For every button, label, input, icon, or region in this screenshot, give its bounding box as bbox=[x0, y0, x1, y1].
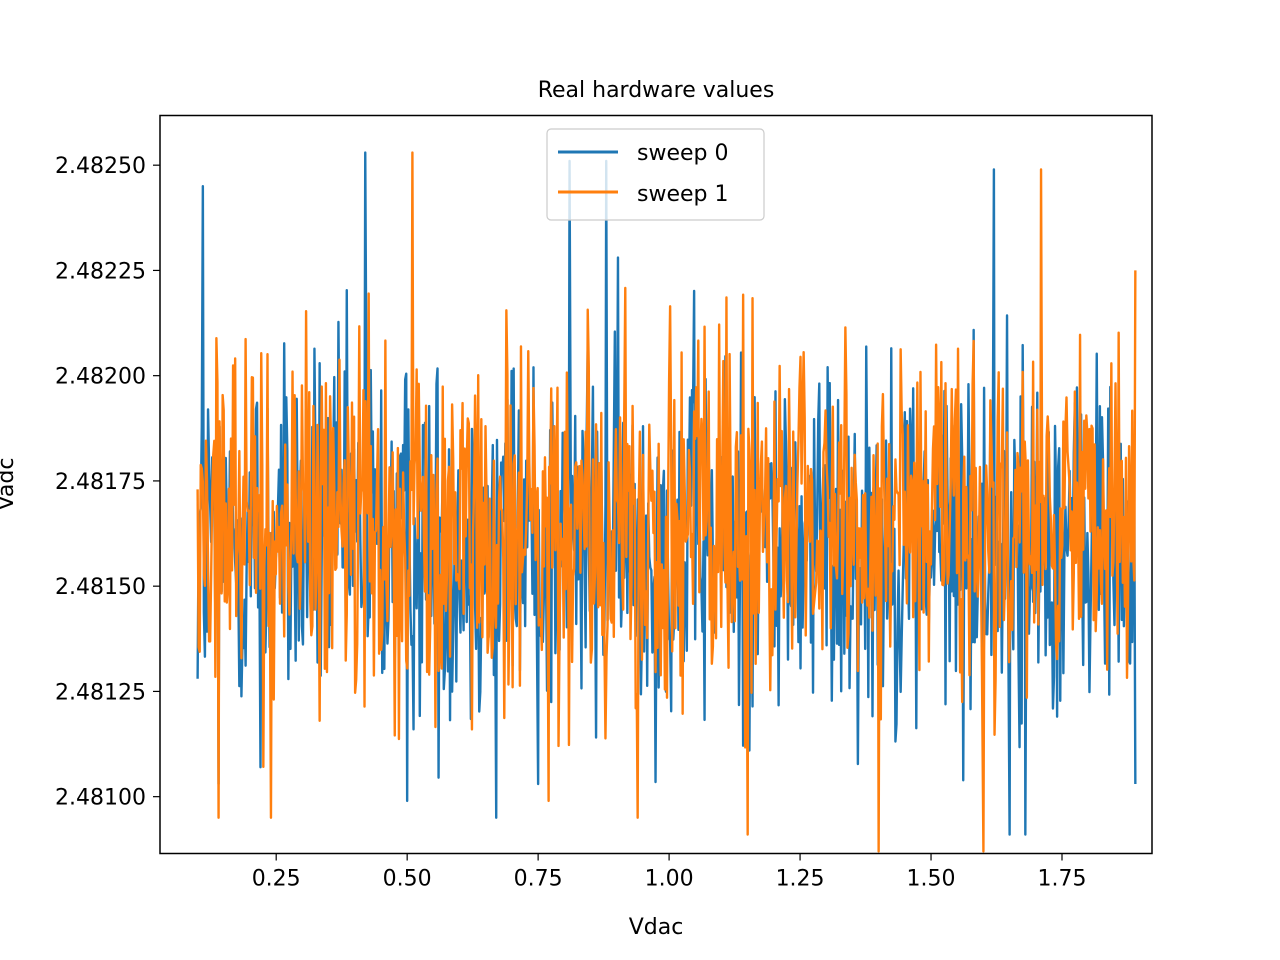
legend: sweep 0 sweep 1 bbox=[546, 128, 765, 221]
x-tick-label: 1.25 bbox=[776, 867, 825, 892]
chart-title: Real hardware values bbox=[538, 78, 775, 103]
y-tick-label: 2.48175 bbox=[55, 470, 146, 495]
y-tick-label: 2.48125 bbox=[55, 680, 146, 705]
y-tick-label: 2.48150 bbox=[55, 575, 146, 600]
y-tick-label: 2.48200 bbox=[55, 365, 146, 390]
x-tick-label: 0.25 bbox=[252, 867, 301, 892]
y-tick-label: 2.48100 bbox=[55, 786, 146, 811]
y-axis: 2.48100 2.48125 2.48150 2.48175 2.48200 2.482… bbox=[55, 154, 160, 811]
x-tick-label: 1.00 bbox=[645, 867, 694, 892]
series-line-sweep-1 bbox=[196, 151, 1137, 853]
x-tick-label: 1.75 bbox=[1038, 867, 1087, 892]
y-tick-label: 2.48250 bbox=[55, 154, 146, 179]
legend-label-sweep-0: sweep 0 bbox=[637, 141, 728, 166]
x-tick-label: 1.50 bbox=[907, 867, 956, 892]
x-axis-label: Vdac bbox=[629, 915, 684, 940]
plot-area-frame bbox=[159, 114, 1153, 855]
series-layer bbox=[196, 151, 1137, 853]
legend-label-sweep-1: sweep 1 bbox=[637, 182, 728, 207]
y-tick-label: 2.48225 bbox=[55, 259, 146, 284]
x-axis: 0.25 0.50 0.75 1.00 1.25 1.50 1.75 bbox=[252, 853, 1087, 892]
y-axis-label: Vadc bbox=[0, 458, 19, 511]
x-tick-label: 0.50 bbox=[383, 867, 432, 892]
x-tick-label: 0.75 bbox=[514, 867, 563, 892]
